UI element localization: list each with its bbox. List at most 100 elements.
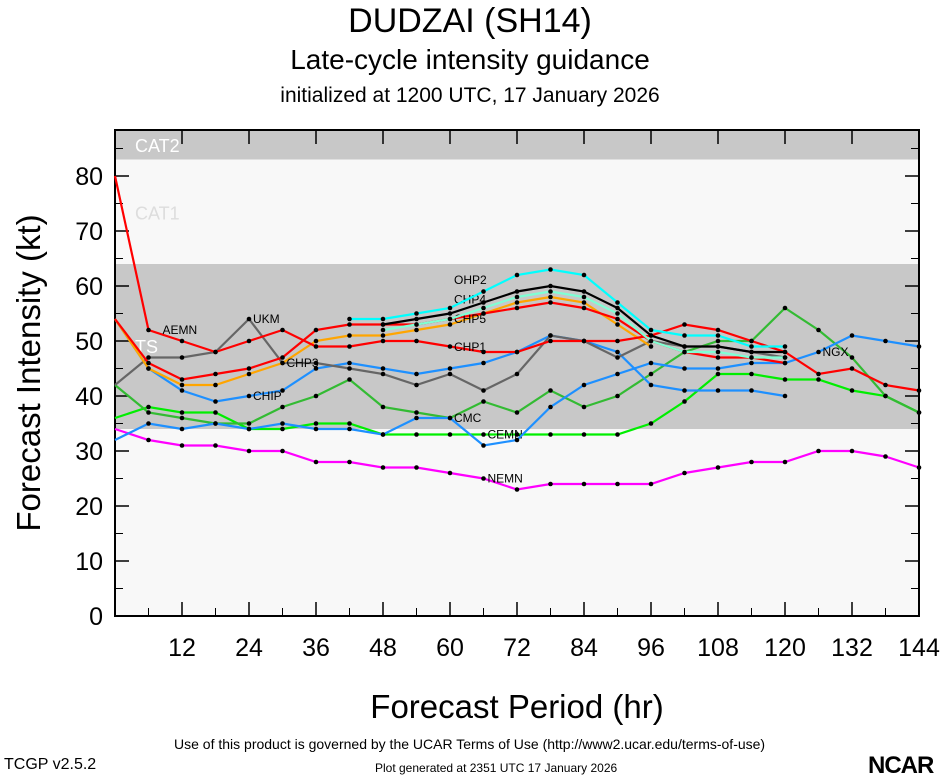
data-point (146, 437, 151, 443)
data-point (146, 421, 151, 426)
series-label: CHP5 (454, 312, 486, 326)
data-point (916, 410, 922, 415)
y-tick-label: 40 (75, 383, 103, 411)
data-point (749, 338, 754, 344)
data-point (816, 448, 821, 454)
data-point (883, 382, 888, 388)
data-point (782, 355, 788, 360)
data-point (782, 360, 788, 366)
data-point (548, 432, 553, 437)
y-tick-label: 70 (75, 218, 103, 246)
data-point (447, 311, 453, 316)
x-tick-label: 12 (168, 634, 196, 662)
x-tick-label: 120 (764, 634, 806, 662)
init-time: initialized at 1200 UTC, 17 January 2026 (280, 84, 660, 107)
data-point (447, 316, 453, 322)
data-point (782, 349, 788, 355)
data-point (715, 349, 721, 355)
data-point (682, 399, 687, 404)
data-point (481, 476, 486, 481)
series-label: NGX (823, 345, 849, 359)
chart-title: DUDZAI (SH14) (348, 2, 592, 40)
data-point (548, 294, 553, 300)
data-point (380, 322, 386, 327)
data-point (682, 388, 687, 393)
data-point (715, 366, 721, 371)
y-tick-label: 50 (75, 328, 103, 356)
series-label: CEMN (488, 428, 523, 442)
data-point (447, 344, 453, 349)
data-point (581, 338, 587, 344)
x-tick-label: 24 (235, 634, 263, 662)
x-tick-label: 96 (637, 634, 665, 662)
data-point (179, 410, 185, 415)
series-label: CMC (454, 411, 482, 425)
data-point (782, 377, 788, 382)
data-point (447, 366, 453, 371)
series-label: CHP3 (287, 356, 319, 370)
version-text: TCGP v2.5.2 (4, 756, 97, 773)
data-point (682, 349, 687, 355)
data-point (179, 426, 185, 432)
data-point (615, 300, 620, 305)
data-point (816, 349, 821, 355)
data-point (280, 421, 285, 426)
data-point (916, 388, 922, 393)
data-point (313, 459, 319, 465)
data-point (849, 366, 855, 371)
data-point (514, 349, 520, 355)
data-point (648, 382, 654, 388)
data-point (615, 316, 620, 322)
data-point (347, 421, 352, 426)
data-point (414, 465, 419, 470)
data-point (347, 366, 352, 371)
data-point (548, 338, 553, 344)
data-point (715, 338, 721, 344)
data-point (615, 393, 620, 399)
data-point (883, 454, 888, 459)
data-point (548, 300, 553, 305)
data-point (179, 377, 185, 382)
data-point (615, 371, 620, 377)
data-point (615, 322, 620, 327)
data-point (581, 300, 587, 305)
data-point (548, 404, 553, 410)
data-point (146, 355, 151, 360)
data-point (380, 327, 386, 333)
x-tick-label: 48 (369, 634, 397, 662)
data-point (280, 448, 285, 454)
data-point (213, 382, 218, 388)
data-point (514, 294, 520, 300)
data-point (146, 410, 151, 415)
data-point (347, 360, 352, 366)
y-tick-label: 80 (75, 163, 103, 191)
data-point (648, 360, 654, 366)
data-point (213, 410, 218, 415)
data-point (715, 371, 721, 377)
data-point (682, 322, 687, 327)
data-point (481, 388, 486, 393)
data-point (648, 338, 654, 344)
data-point (816, 371, 821, 377)
data-point (548, 481, 553, 487)
data-point (581, 272, 587, 278)
data-point (648, 421, 654, 426)
data-point (380, 333, 386, 338)
x-tick-label: 72 (503, 634, 531, 662)
data-point (447, 470, 453, 476)
data-point (246, 338, 252, 344)
data-point (481, 300, 486, 305)
data-point (246, 366, 252, 371)
data-point (749, 349, 754, 355)
data-point (548, 283, 553, 289)
data-point (581, 432, 587, 437)
data-point (849, 355, 855, 360)
data-point (179, 443, 185, 448)
data-point (715, 327, 721, 333)
x-tick-label: 132 (831, 634, 873, 662)
data-point (179, 415, 185, 421)
data-point (749, 344, 754, 349)
data-point (280, 404, 285, 410)
